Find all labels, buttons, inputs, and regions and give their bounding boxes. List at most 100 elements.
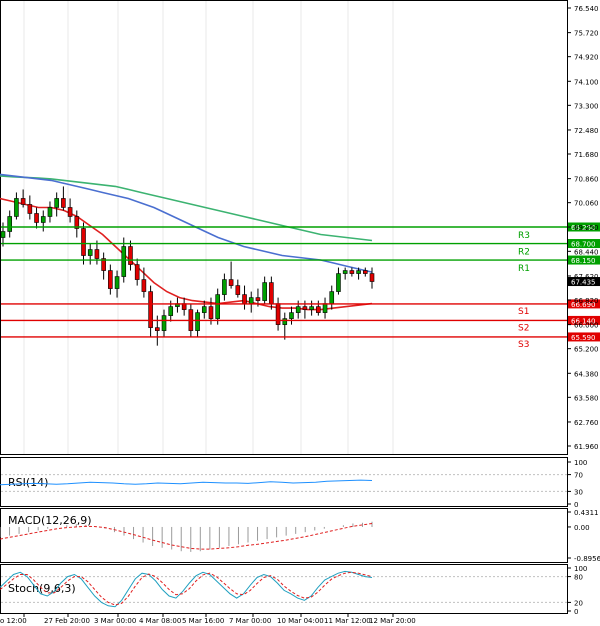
candle-body xyxy=(101,258,106,271)
level-name-s2: S2 xyxy=(518,323,529,333)
rsi-tick-label: 30 xyxy=(574,488,583,496)
candle-body xyxy=(289,312,294,319)
candle-body xyxy=(342,270,348,274)
candle-body xyxy=(201,306,207,313)
candle-body xyxy=(7,216,13,232)
macd-panel: MACD(12,26,9) 0.4311 0.00 -0.8956 xyxy=(0,508,600,563)
candle-body xyxy=(309,306,314,310)
candle-body xyxy=(222,279,227,295)
ma-green-series xyxy=(0,175,373,242)
stoch-signal-polyline xyxy=(0,571,373,606)
y-tick-label: 66.000 xyxy=(574,322,599,330)
y-tick-label: 70.060 xyxy=(574,200,599,208)
x-tick-label: 10 Mar 04:00 xyxy=(277,617,324,625)
y-tick-label: 72.480 xyxy=(574,127,599,135)
macd-signal-polyline xyxy=(0,523,373,550)
candle-body xyxy=(74,216,80,229)
candle-body xyxy=(262,282,267,301)
x-tick-label: 27 Feb 20:00 xyxy=(44,617,90,625)
level-price-box xyxy=(568,239,600,249)
candle-body xyxy=(242,294,247,304)
candle-body xyxy=(0,231,6,238)
candle-body xyxy=(356,270,361,274)
macd-y-axis: 0.4311 0.00 -0.8956 xyxy=(567,509,600,563)
macd-title: MACD(12,26,9) xyxy=(8,514,92,527)
candle-body xyxy=(302,306,308,310)
stoch-tick-label: 100 xyxy=(574,565,587,573)
level-price-label: 69.250 xyxy=(571,224,596,232)
x-tick-label: 5 Mar 16:00 xyxy=(182,617,224,625)
candle-body xyxy=(362,270,368,274)
x-tick-label: 3 Mar 00:00 xyxy=(94,617,136,625)
candle-body xyxy=(128,246,133,265)
macd-signal-line xyxy=(0,523,373,550)
rsi-tick-label: 0 xyxy=(574,501,578,509)
candle-body xyxy=(27,204,33,214)
candle-body xyxy=(215,294,220,319)
y-tick-label: 71.680 xyxy=(574,151,599,159)
level-price-label: 66.140 xyxy=(571,317,596,325)
main-y-axis: 76.540 75.720 74.920 74.100 73.300 72.480 71.6… xyxy=(567,5,599,451)
candle-body xyxy=(14,198,19,217)
stoch-main-polyline xyxy=(0,570,373,608)
y-tick-label: 75.720 xyxy=(574,30,599,38)
stoch-tick-label: 20 xyxy=(574,599,583,607)
candle-body xyxy=(94,249,100,259)
candle-body xyxy=(349,270,355,274)
level-name-r3: R3 xyxy=(518,231,530,241)
candle-body xyxy=(121,246,127,277)
level-name-r1: R1 xyxy=(518,264,530,274)
macd-tick-label: -0.8956 xyxy=(574,555,600,563)
y-tick-label: 62.760 xyxy=(574,419,599,427)
stoch-tick-label: 80 xyxy=(574,574,583,582)
candle-body xyxy=(208,306,214,319)
candle-body xyxy=(322,303,328,313)
x-axis: o 12:00 27 Feb 20:00 3 Mar 00:00 4 Mar 08:0… xyxy=(0,613,416,625)
y-tick-label: 74.100 xyxy=(574,78,599,86)
candle-body xyxy=(329,291,335,304)
y-tick-label: 61.960 xyxy=(574,443,599,451)
level-price-box xyxy=(568,299,600,309)
rsi-tick-label: 70 xyxy=(574,472,583,480)
level-price-label: 68.700 xyxy=(571,241,596,249)
candle-body xyxy=(248,297,254,304)
x-tick-label: o 12:00 xyxy=(0,617,27,625)
main-price-panel: R3 69.250 R2 68.700 R1 68.150 S1 66.690 S2 66.140… xyxy=(0,0,600,455)
y-tick-label: 69.250 xyxy=(574,224,599,232)
rsi-y-axis: 100 70 30 0 xyxy=(567,459,587,509)
rsi-panel: RSI(14) 100 70 30 0 xyxy=(0,457,587,509)
candle-body xyxy=(108,270,113,289)
level-price-label: 68.150 xyxy=(571,257,596,265)
level-price-box xyxy=(568,222,600,232)
candle-body xyxy=(228,279,234,286)
x-tick-label: 12 Mar 20:00 xyxy=(369,617,416,625)
macd-panel-frame xyxy=(0,508,568,563)
candle-body xyxy=(34,213,39,223)
candle-body xyxy=(40,216,46,223)
candle-body xyxy=(20,198,26,205)
macd-tick-label: 0.00 xyxy=(574,524,590,532)
level-price-box xyxy=(568,255,600,265)
rsi-polyline xyxy=(0,479,373,486)
x-tick-label: 4 Mar 08:00 xyxy=(139,617,181,625)
ma-blue-series xyxy=(0,173,373,273)
y-tick-label: 66.820 xyxy=(574,297,599,305)
x-tick-label: 11 Mar 12:00 xyxy=(324,617,371,625)
level-name-s3: S3 xyxy=(518,340,529,350)
candle-body xyxy=(61,198,66,208)
rsi-line xyxy=(0,479,373,486)
support-resistance-levels: R3 69.250 R2 68.700 R1 68.150 S1 66.690 S2 66.140… xyxy=(1,222,600,350)
candle-body xyxy=(155,327,160,331)
candle-body xyxy=(275,303,281,325)
ma-green-line xyxy=(0,175,373,242)
y-tick-label: 63.580 xyxy=(574,394,599,402)
level-price-label: 65.590 xyxy=(571,334,596,342)
candle-body xyxy=(255,297,261,301)
ma-blue-line xyxy=(0,173,373,273)
candle-body xyxy=(114,276,120,289)
rsi-tick-label: 100 xyxy=(574,459,587,467)
stoch-main-line xyxy=(0,570,373,608)
stoch-tick-label: 0 xyxy=(574,608,578,616)
candle-body xyxy=(141,279,147,292)
